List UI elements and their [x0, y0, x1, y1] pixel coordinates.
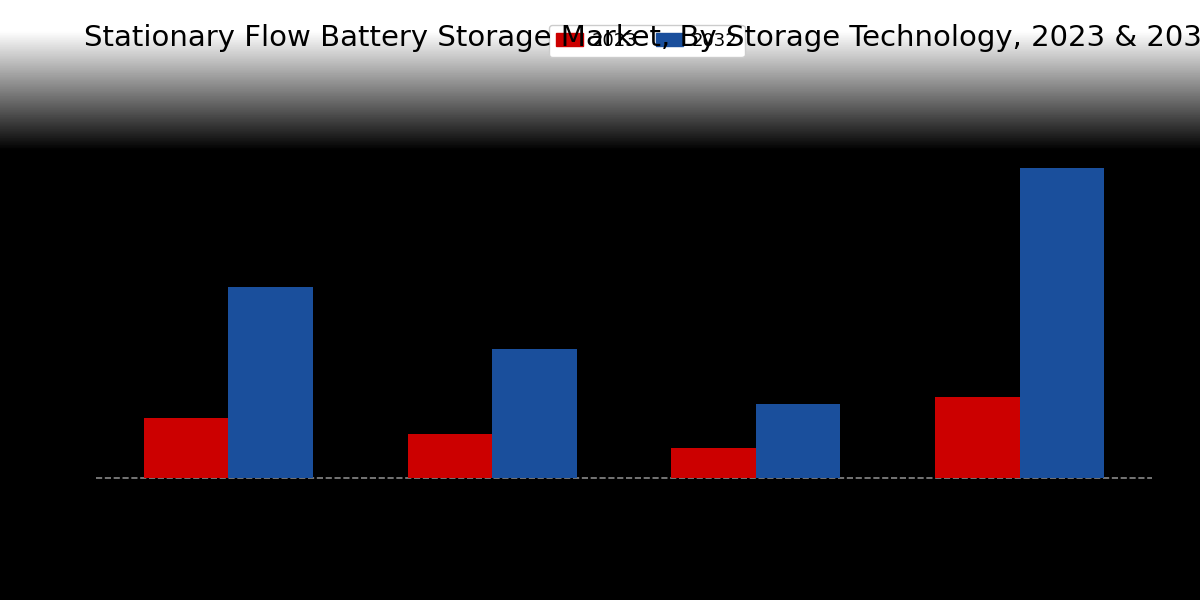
Bar: [228, 287, 313, 478]
Bar: [408, 434, 492, 478]
Text: 0.5: 0.5: [122, 400, 152, 418]
Y-axis label: Market Size in USD Billion: Market Size in USD Billion: [71, 190, 89, 422]
Bar: [492, 349, 576, 478]
Bar: [1020, 167, 1104, 478]
Legend: 2023, 2032: 2023, 2032: [548, 25, 745, 58]
Bar: [144, 418, 228, 478]
Text: Stationary Flow Battery Storage Market, By Storage Technology, 2023 & 2032: Stationary Flow Battery Storage Market, …: [84, 24, 1200, 52]
Bar: [935, 397, 1020, 478]
Bar: [672, 448, 756, 478]
Bar: [756, 404, 840, 478]
